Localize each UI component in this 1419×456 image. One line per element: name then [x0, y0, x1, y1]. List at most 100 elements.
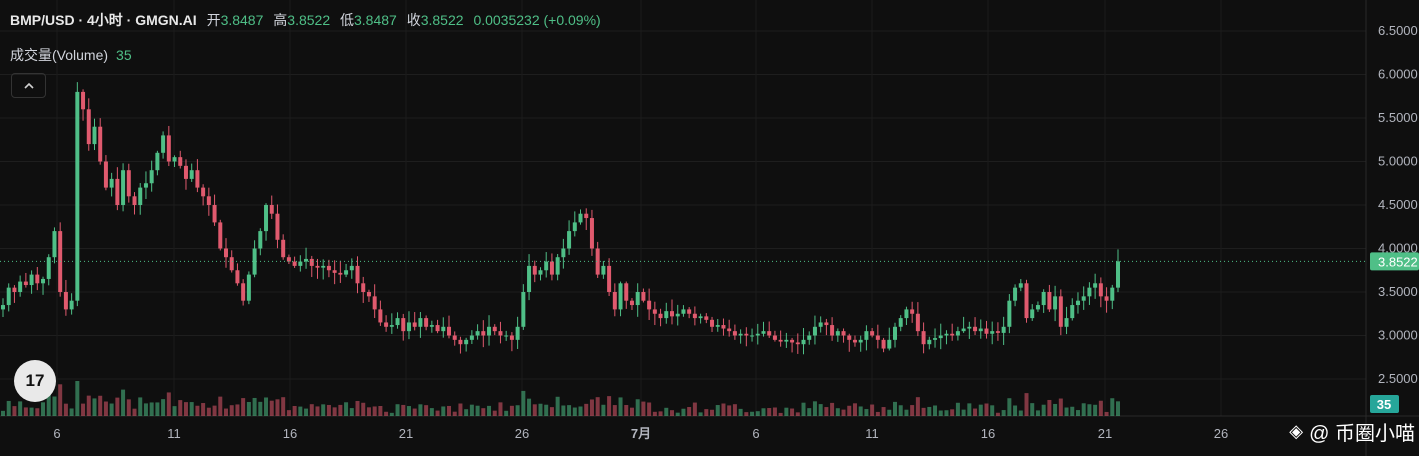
- volume-bar: [389, 412, 394, 416]
- candle-body: [1007, 300, 1012, 327]
- volume-bar: [824, 407, 829, 416]
- volume-bar: [1018, 410, 1023, 416]
- last-price-badge: [1370, 252, 1419, 271]
- volume-bar: [1058, 398, 1063, 416]
- candle-body: [801, 339, 806, 345]
- volume-bar: [275, 399, 280, 416]
- candle-body: [1035, 305, 1040, 310]
- y-tick-label: 4.5000: [1378, 197, 1418, 212]
- volume-bar: [155, 402, 160, 416]
- volume-bar: [772, 407, 777, 416]
- candle-body: [607, 265, 612, 292]
- candle-body: [589, 218, 594, 249]
- volume-bar: [1041, 404, 1046, 416]
- close-value: 3.8522: [420, 12, 464, 28]
- candle-body: [103, 161, 108, 188]
- candle-body: [635, 292, 640, 306]
- candle-body: [389, 325, 394, 327]
- volume-bar: [841, 409, 846, 416]
- y-tick-label: 3.5000: [1378, 284, 1418, 299]
- volume-bar: [281, 397, 286, 416]
- candle-body: [898, 318, 903, 327]
- volume-bar: [1110, 398, 1115, 416]
- volume-bar: [681, 408, 686, 416]
- candle-body: [887, 339, 892, 349]
- candle-body: [498, 331, 503, 336]
- candle-body: [652, 309, 657, 314]
- candle-body: [372, 296, 377, 310]
- volume-bar: [366, 407, 371, 416]
- candle-body: [812, 326, 817, 336]
- last-volume-label: 35: [1377, 397, 1391, 412]
- x-tick-label: 6: [752, 426, 759, 441]
- volume-bar: [183, 402, 188, 416]
- candle-body: [1116, 261, 1120, 288]
- volume-bar: [532, 404, 537, 416]
- candle-body: [1093, 283, 1098, 288]
- volume-bar: [807, 408, 812, 416]
- candle-body: [995, 331, 1000, 333]
- volume-legend[interactable]: 成交量(Volume) 35: [10, 45, 132, 65]
- open-value: 3.8487: [220, 12, 264, 28]
- candle-body: [698, 316, 703, 319]
- volume-bar: [109, 403, 114, 416]
- candle-body: [378, 309, 383, 323]
- candle-body: [544, 261, 549, 271]
- tradingview-logo[interactable]: 17: [14, 360, 56, 402]
- y-tick-label: 6.5000: [1378, 23, 1418, 38]
- watermark: ◈ @ 币圈小喵: [1289, 417, 1415, 446]
- volume-bar: [344, 402, 349, 416]
- candle-body: [950, 333, 955, 336]
- volume-bar: [509, 405, 514, 416]
- volume-bar: [629, 407, 634, 416]
- volume-label: 成交量(Volume): [10, 47, 109, 63]
- candle-body: [527, 265, 532, 292]
- candle-body: [629, 300, 634, 306]
- volume-bar: [41, 402, 46, 416]
- collapse-legend-button[interactable]: [11, 73, 46, 98]
- candle-body: [784, 339, 789, 342]
- volume-bar: [521, 390, 526, 416]
- volume-bar: [452, 411, 457, 416]
- candle-body: [298, 261, 303, 266]
- volume-bar: [309, 404, 314, 416]
- volume-bar: [801, 402, 806, 416]
- candle-body: [6, 287, 11, 306]
- volume-bar: [687, 407, 692, 416]
- candle-body: [921, 331, 926, 345]
- candle-body: [990, 331, 995, 334]
- volume-bar: [1035, 410, 1040, 416]
- candle-body: [750, 335, 755, 337]
- volume-bar: [601, 404, 606, 416]
- candle-body: [567, 231, 572, 249]
- candle-body: [732, 331, 737, 336]
- candle-body: [155, 152, 160, 171]
- candle-body: [246, 274, 251, 301]
- candle-body: [938, 335, 943, 339]
- volume-bar: [487, 405, 492, 416]
- volume-bar: [166, 392, 171, 416]
- volume-bar: [1064, 407, 1069, 416]
- candle-body: [612, 292, 617, 310]
- volume-bar: [515, 405, 520, 416]
- candle-body: [189, 170, 194, 179]
- candle-body: [412, 322, 417, 327]
- volume-bar: [652, 411, 657, 416]
- volume-bar: [698, 412, 703, 416]
- volume-bar: [195, 405, 200, 416]
- candle-body: [252, 248, 257, 275]
- volume-bar: [81, 403, 86, 416]
- candle-body: [944, 333, 949, 336]
- volume-bar: [704, 409, 709, 416]
- volume-bar: [18, 401, 23, 416]
- candle-body: [910, 309, 915, 314]
- x-tick-label: 26: [515, 426, 529, 441]
- candle-body: [595, 248, 600, 275]
- candle-body: [852, 339, 857, 343]
- candle-body: [218, 222, 223, 249]
- volume-bar: [933, 405, 938, 416]
- volume-bar: [950, 409, 955, 416]
- candle-body: [601, 265, 606, 275]
- volume-bar: [750, 411, 755, 416]
